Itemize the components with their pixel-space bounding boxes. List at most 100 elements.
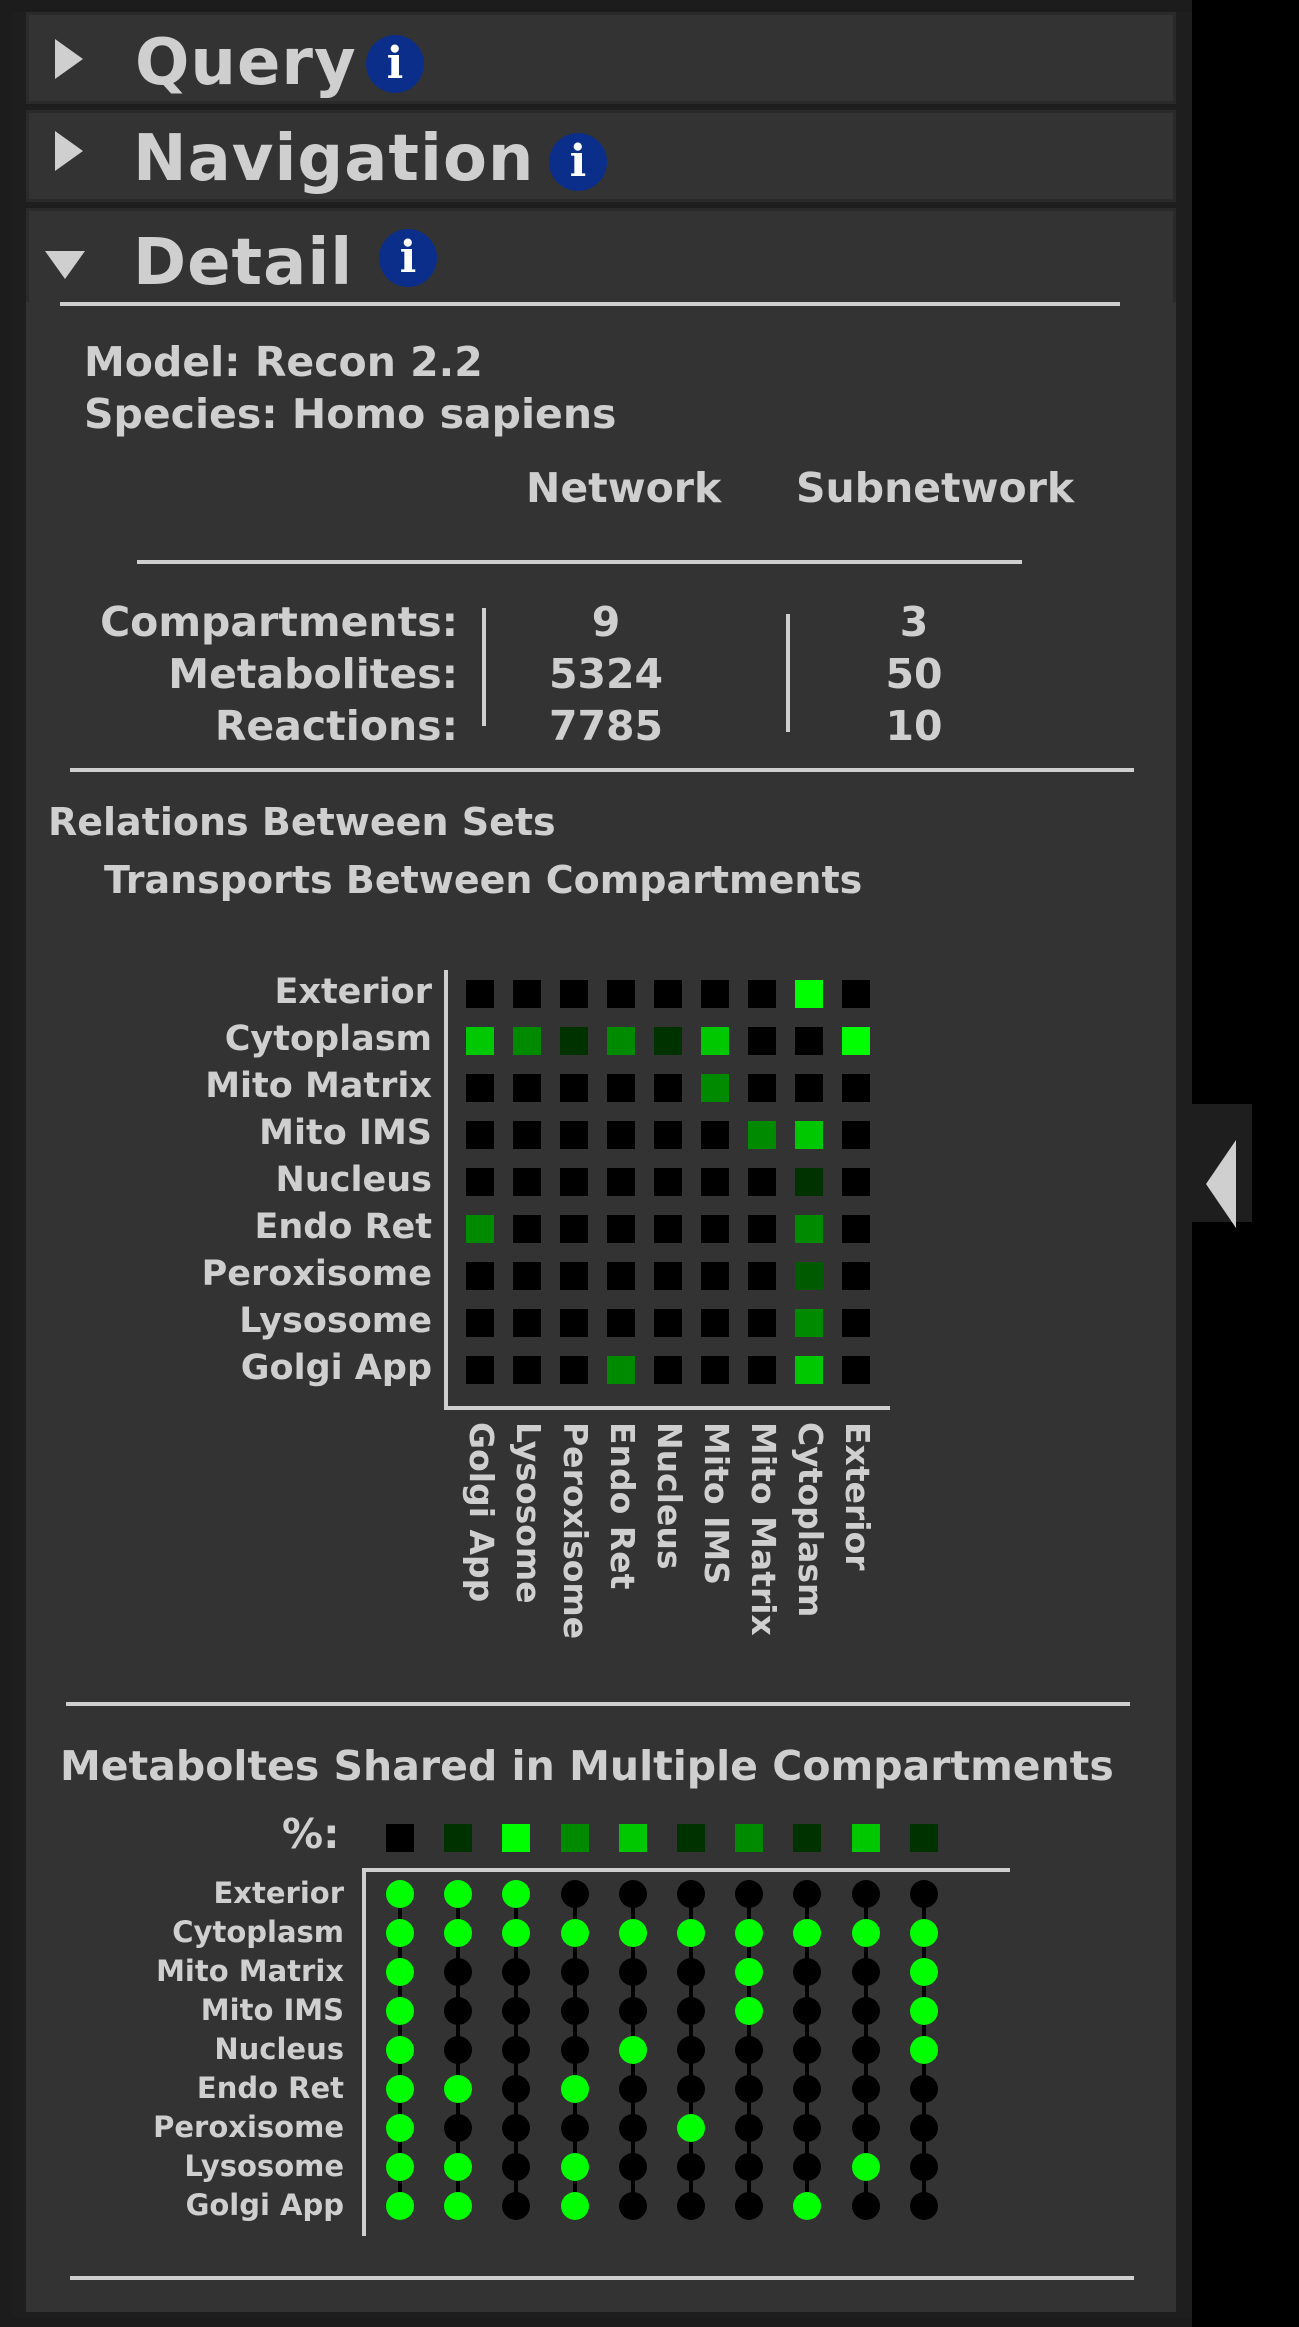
transport-cell[interactable]: [842, 1215, 870, 1243]
shared-dot[interactable]: [444, 1958, 473, 1986]
info-icon[interactable]: i: [379, 229, 437, 287]
transport-cell[interactable]: [466, 1074, 494, 1102]
transport-cell[interactable]: [560, 1356, 588, 1384]
shared-dot[interactable]: [560, 1958, 589, 1986]
shared-dot[interactable]: [444, 2075, 473, 2103]
shared-dot[interactable]: [618, 1919, 647, 1947]
shared-dot[interactable]: [677, 1997, 705, 2025]
shared-dot[interactable]: [851, 2114, 880, 2142]
shared-dot[interactable]: [560, 2114, 589, 2142]
shared-dot[interactable]: [793, 1919, 822, 1947]
transport-cell[interactable]: [701, 1027, 729, 1055]
shared-dot[interactable]: [735, 1919, 764, 1947]
transport-cell[interactable]: [795, 1074, 823, 1102]
transport-cell[interactable]: [654, 1262, 682, 1290]
chevron-left-icon[interactable]: [1206, 1140, 1236, 1228]
transport-cell[interactable]: [701, 980, 729, 1008]
shared-dot[interactable]: [502, 2192, 531, 2220]
collapse-panel-tab[interactable]: [1192, 1104, 1252, 1228]
transport-cell[interactable]: [795, 1121, 823, 1149]
shared-dot[interactable]: [851, 2036, 880, 2064]
transport-cell[interactable]: [701, 1309, 729, 1337]
shared-dot[interactable]: [444, 2192, 473, 2220]
navigation-section-header[interactable]: Navigation i: [26, 110, 1176, 202]
shared-dot[interactable]: [909, 2153, 938, 2181]
transport-cell[interactable]: [701, 1168, 729, 1196]
shared-dot[interactable]: [793, 2036, 822, 2064]
shared-dot[interactable]: [793, 2153, 822, 2181]
info-icon[interactable]: i: [366, 35, 424, 93]
transport-cell[interactable]: [560, 980, 588, 1008]
shared-dot[interactable]: [793, 1997, 822, 2025]
transport-cell[interactable]: [748, 1074, 776, 1102]
transport-cell[interactable]: [607, 1309, 635, 1337]
transport-cell[interactable]: [466, 1356, 494, 1384]
transport-cell[interactable]: [654, 1309, 682, 1337]
transport-cell[interactable]: [654, 1168, 682, 1196]
transport-cell[interactable]: [748, 980, 776, 1008]
transport-cell[interactable]: [842, 1356, 870, 1384]
transport-cell[interactable]: [513, 1168, 541, 1196]
shared-dot[interactable]: [851, 1997, 880, 2025]
shared-dot[interactable]: [444, 2114, 473, 2142]
shared-dot[interactable]: [735, 1997, 764, 2025]
shared-dot[interactable]: [793, 1880, 822, 1908]
shared-dot[interactable]: [909, 2036, 938, 2064]
shared-dot[interactable]: [793, 2114, 822, 2142]
expand-triangle-icon[interactable]: [55, 131, 83, 171]
transport-cell[interactable]: [513, 1262, 541, 1290]
transport-cell[interactable]: [654, 1215, 682, 1243]
transport-cell[interactable]: [842, 1309, 870, 1337]
shared-dot[interactable]: [677, 2114, 705, 2142]
transport-cell[interactable]: [748, 1356, 776, 1384]
transport-cell[interactable]: [560, 1074, 588, 1102]
transport-cell[interactable]: [607, 1027, 635, 1055]
shared-dot[interactable]: [735, 2114, 764, 2142]
transport-cell[interactable]: [654, 980, 682, 1008]
shared-dot[interactable]: [502, 2075, 531, 2103]
transport-cell[interactable]: [795, 1215, 823, 1243]
transport-cell[interactable]: [748, 1121, 776, 1149]
shared-dot[interactable]: [793, 2075, 822, 2103]
shared-dot[interactable]: [909, 1958, 938, 1986]
shared-dot[interactable]: [851, 2153, 880, 2181]
transport-cell[interactable]: [513, 1027, 541, 1055]
transport-cell[interactable]: [701, 1262, 729, 1290]
transport-cell[interactable]: [795, 1356, 823, 1384]
shared-dot[interactable]: [851, 1880, 880, 1908]
transport-cell[interactable]: [560, 1309, 588, 1337]
shared-dot[interactable]: [560, 1880, 589, 1908]
shared-dot[interactable]: [560, 2192, 589, 2220]
shared-dot[interactable]: [444, 1919, 473, 1947]
transport-cell[interactable]: [748, 1027, 776, 1055]
transport-cell[interactable]: [466, 1215, 494, 1243]
shared-dot[interactable]: [618, 2075, 647, 2103]
transport-cell[interactable]: [513, 1074, 541, 1102]
transport-cell[interactable]: [654, 1027, 682, 1055]
shared-dot[interactable]: [386, 2075, 414, 2103]
transport-cell[interactable]: [842, 1074, 870, 1102]
transport-cell[interactable]: [607, 1215, 635, 1243]
shared-dot[interactable]: [677, 2153, 705, 2181]
transport-cell[interactable]: [607, 1356, 635, 1384]
shared-dot[interactable]: [560, 2075, 589, 2103]
transport-cell[interactable]: [466, 1262, 494, 1290]
transport-cell[interactable]: [748, 1168, 776, 1196]
shared-dot[interactable]: [560, 2153, 589, 2181]
shared-dot[interactable]: [560, 1919, 589, 1947]
shared-dot[interactable]: [677, 2075, 705, 2103]
shared-dot[interactable]: [386, 2036, 414, 2064]
shared-dot[interactable]: [909, 2192, 938, 2220]
transport-cell[interactable]: [607, 1121, 635, 1149]
shared-dot[interactable]: [735, 2036, 764, 2064]
transport-cell[interactable]: [842, 1262, 870, 1290]
expand-triangle-icon[interactable]: [55, 39, 83, 79]
shared-dot[interactable]: [444, 1880, 473, 1908]
shared-dot[interactable]: [735, 1958, 764, 1986]
shared-dot[interactable]: [560, 2036, 589, 2064]
shared-dot[interactable]: [618, 1958, 647, 1986]
transport-cell[interactable]: [842, 1121, 870, 1149]
shared-dot[interactable]: [909, 1997, 938, 2025]
transport-cell[interactable]: [513, 1121, 541, 1149]
shared-dot[interactable]: [386, 2114, 414, 2142]
